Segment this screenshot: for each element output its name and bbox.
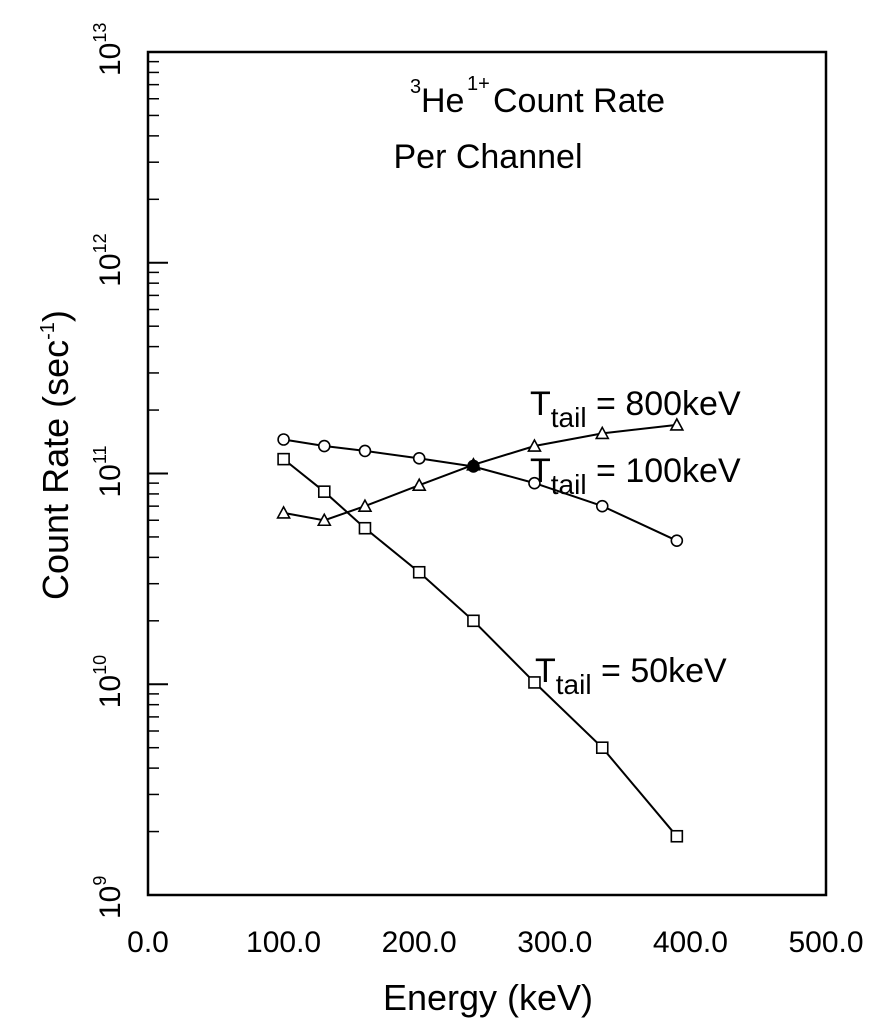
y-axis-label-close: ): [35, 310, 76, 322]
data-point-square: [595, 741, 609, 754]
y-tick-label: 1013: [90, 23, 127, 76]
data-point-square: [467, 614, 480, 628]
crossing-point: [467, 459, 480, 472]
data-point-circle: [412, 452, 426, 465]
data-point-square: [412, 565, 426, 579]
y-tick-label: 1011: [90, 445, 127, 497]
y-tick-label-group: 1012: [90, 233, 127, 286]
series-square: Ttail = 50keV: [277, 452, 727, 843]
title-line1-rest: Count Rate: [493, 82, 665, 120]
data-point-triangle: [316, 512, 332, 527]
title-line2: Per Channel: [393, 138, 582, 176]
series-circle: Ttail = 100keV: [277, 433, 741, 547]
x-tick-label: 0.0: [127, 926, 169, 959]
y-axis-label-main: Count Rate (sec: [35, 340, 76, 600]
data-point-square: [277, 452, 290, 466]
y-tick-label-group: 1013: [90, 23, 127, 76]
series-line: [282, 458, 678, 837]
series-layer: Ttail = 800keV Ttail = 100keV Ttail = 50ke…: [276, 385, 741, 843]
x-tick-label: 500.0: [788, 926, 863, 959]
data-point-square: [358, 521, 372, 535]
data-point-triangle: [357, 498, 373, 512]
axis-ticks: 0.0 100.0 200.0 300.0 400.0 500.0 109 1010 1011 1…: [90, 23, 864, 959]
data-point-circle: [670, 534, 684, 547]
y-tick-label-group: 109: [90, 876, 127, 919]
y-tick-label-group: 1011: [90, 445, 127, 497]
data-point-triangle: [527, 438, 542, 452]
series-triangle: Ttail = 800keV: [276, 385, 741, 527]
data-point-triangle: [594, 425, 610, 440]
x-tick-label: 100.0: [246, 926, 321, 959]
x-axis-label: Energy (keV): [383, 977, 593, 1018]
y-tick-label: 109: [90, 876, 127, 919]
series-line: [283, 423, 677, 522]
data-point-triangle: [411, 477, 427, 492]
title-pre-superscript: 3: [410, 76, 421, 98]
data-point-square: [670, 829, 684, 843]
y-tick-label: 1012: [90, 233, 127, 286]
data-point-circle: [317, 439, 331, 453]
y-axis-label-group: Count Rate (sec-1): [35, 310, 76, 600]
x-tick-label: 400.0: [653, 926, 728, 959]
title-superscript: 1+: [467, 73, 490, 95]
y-tick-label: 1010: [90, 655, 127, 708]
y-axis-label-sup: -1: [37, 322, 59, 340]
y-tick-label-group: 1010: [90, 655, 127, 708]
title-line1-base: He: [421, 82, 464, 120]
data-point-square: [317, 485, 331, 498]
series-label: Ttail = 50keV: [535, 652, 727, 700]
data-point-triangle: [276, 505, 291, 519]
series-label: Ttail = 100keV: [530, 452, 741, 500]
data-point-triangle: [669, 417, 685, 431]
data-point-circle: [277, 433, 290, 446]
data-point-square: [528, 676, 541, 689]
x-tick-label: 300.0: [517, 926, 592, 959]
x-tick-label: 200.0: [382, 926, 457, 959]
data-point-circle: [595, 499, 609, 513]
series-line: [283, 438, 678, 542]
y-axis-label: Count Rate (sec-1): [35, 310, 76, 600]
data-point-circle: [528, 476, 541, 490]
data-point-circle: [358, 444, 372, 458]
series-label: Ttail = 800keV: [530, 385, 741, 433]
